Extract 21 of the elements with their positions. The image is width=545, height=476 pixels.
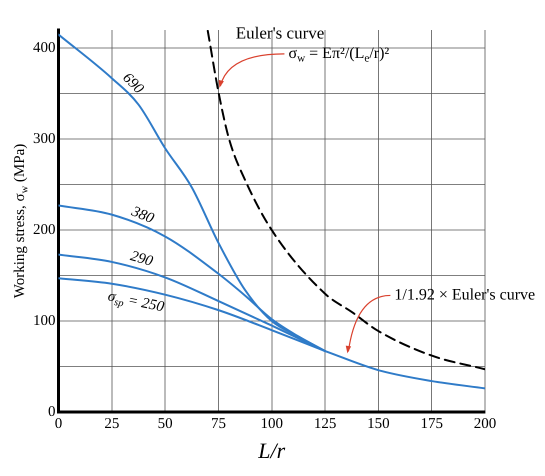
y-tick-label: 400 bbox=[33, 40, 56, 56]
text: 380 bbox=[128, 203, 157, 228]
x-tick-label: 25 bbox=[104, 416, 120, 432]
x-tick-label: 125 bbox=[314, 416, 336, 432]
y-tick-label: 200 bbox=[33, 222, 56, 238]
x-tick-label: 100 bbox=[260, 416, 283, 432]
x-axis-title: L/r bbox=[257, 438, 286, 463]
text: 690 bbox=[119, 70, 147, 98]
y-tick-label: 0 bbox=[48, 404, 56, 420]
y-tick-label: 100 bbox=[33, 312, 56, 329]
x-tick-label: 150 bbox=[367, 416, 390, 432]
y-axis-title: Working stress, σw (MPa) bbox=[12, 144, 30, 298]
text: 290 bbox=[128, 248, 156, 270]
x-tick-label: 200 bbox=[474, 416, 496, 432]
series-label: Euler's curve bbox=[236, 23, 324, 42]
x-tick-label: 75 bbox=[210, 416, 226, 432]
annotation: 1/1.92 × Euler's curve bbox=[394, 286, 536, 304]
x-tick-label: 175 bbox=[420, 416, 443, 432]
text: σsp = 250 bbox=[106, 288, 166, 316]
y-tick-label: 300 bbox=[33, 131, 56, 148]
x-tick-label: 50 bbox=[158, 416, 173, 432]
